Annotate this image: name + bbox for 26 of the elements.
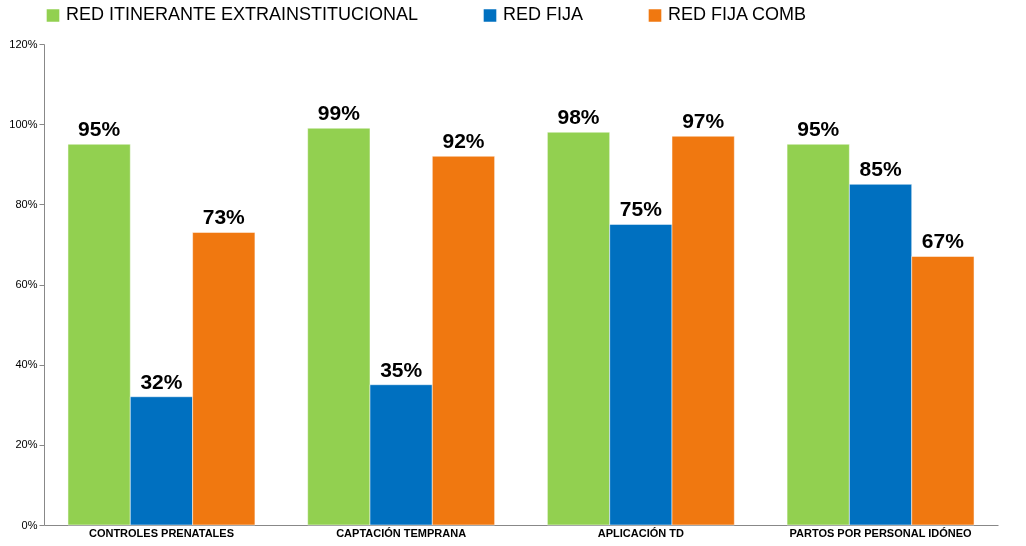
data-label: 67% xyxy=(921,229,965,253)
legend-label: RED ITINERANTE EXTRAINSTITUCIONAL xyxy=(66,4,419,25)
y-tick-label: 120% xyxy=(9,37,38,50)
data-label: 98% xyxy=(557,105,600,129)
y-tick-label: 20% xyxy=(15,438,38,451)
y-tick-label: 40% xyxy=(15,358,38,371)
legend-label: RED FIJA xyxy=(503,4,584,25)
data-label: 75% xyxy=(619,197,663,221)
data-label: 35% xyxy=(380,357,423,381)
x-tick-label: CONTROLES PRENATALES xyxy=(88,526,234,539)
data-label: 95% xyxy=(78,117,121,141)
data-label: 95% xyxy=(797,117,840,141)
y-tick-label: 0% xyxy=(21,518,38,531)
y-tick-label: 80% xyxy=(15,197,38,210)
data-label: 85% xyxy=(859,157,902,181)
data-label: 92% xyxy=(442,129,485,153)
x-tick-label: PARTOS POR PERSONAL IDÓNEO xyxy=(789,526,973,539)
y-tick-label: 60% xyxy=(15,278,38,290)
data-label: 97% xyxy=(682,109,725,133)
y-tick-label: 100% xyxy=(9,117,38,130)
x-tick-label: CAPTACIÓN TEMPRANA xyxy=(336,526,467,539)
data-label: 99% xyxy=(317,101,361,125)
data-label: 32% xyxy=(140,369,183,393)
x-tick-label: APLICACIÓN TD xyxy=(597,526,684,539)
data-label: 73% xyxy=(202,205,246,229)
legend-label: RED FIJA COMB xyxy=(668,4,807,25)
